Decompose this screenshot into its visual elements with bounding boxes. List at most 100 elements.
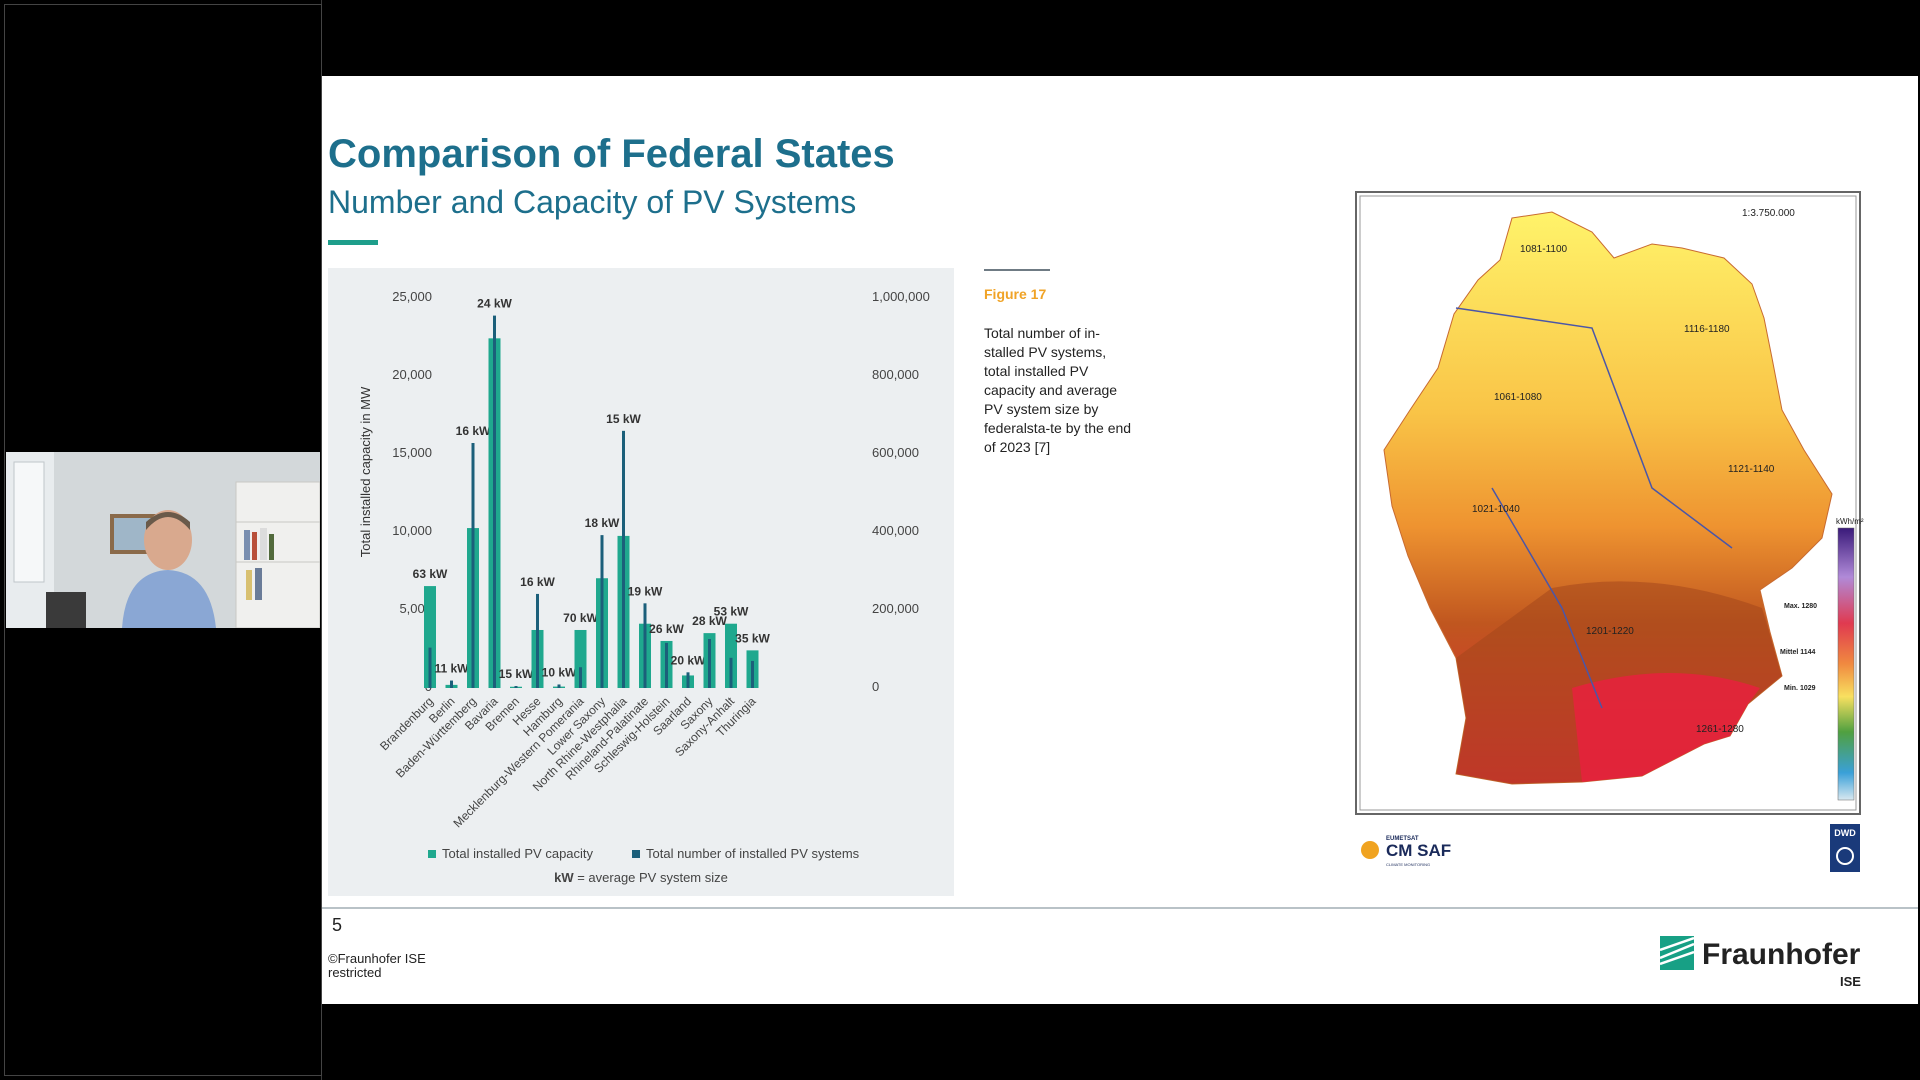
systems-bar (471, 443, 475, 688)
fraunhofer-logo-icon (1660, 936, 1694, 970)
participant-panel (0, 0, 322, 1080)
page-number: 5 (332, 915, 343, 935)
bar-data-label: 16 kW (456, 424, 491, 438)
bar-data-label: 20 kW (671, 653, 706, 667)
legend-label-systems: Total number of installed PV systems (646, 846, 860, 861)
irradiation-map: 1:3.750.000 1081-1100 1116-1180 1061-108… (1352, 188, 1882, 888)
figure-label: Figure 17 (984, 286, 1047, 302)
cmsaf-logo-text: CM SAF (1386, 841, 1451, 860)
systems-bar (643, 603, 647, 688)
slide-title: Comparison of Federal States (328, 132, 895, 176)
bar-data-label: 16 kW (520, 575, 555, 589)
y2-tick: 0 (872, 679, 879, 694)
systems-bar (686, 672, 690, 688)
systems-bar (579, 667, 582, 688)
y2-tick: 400,000 (872, 523, 919, 538)
y2-axis-ticks: 1,000,000 800,000 600,000 400,000 200,00… (872, 289, 930, 694)
chart-note-text: = average PV system size (574, 870, 728, 885)
bar-data-label: 11 kW (434, 662, 469, 676)
presentation-slide: Comparison of Federal States Number and … (322, 76, 1918, 1004)
chart-note: kW = average PV system size (554, 870, 728, 885)
bar-data-label: 26 kW (649, 622, 684, 636)
bar-data-label: 24 kW (477, 297, 512, 311)
copyright: ©Fraunhofer ISE restricted (328, 952, 426, 980)
copyright-line: ©Fraunhofer ISE (328, 951, 426, 966)
fraunhofer-logo: Fraunhofer ISE (1660, 934, 1880, 994)
legend-swatch-capacity (428, 850, 436, 858)
systems-bar (557, 684, 561, 688)
y-tick: 20,000 (392, 367, 432, 382)
y2-tick: 800,000 (872, 367, 919, 382)
y-tick: 10,000 (392, 523, 432, 538)
cmsaf-logo-icon (1361, 841, 1379, 859)
germany-irradiation-map: 1:3.750.000 1081-1100 1116-1180 1061-108… (1355, 191, 1864, 872)
pv-bar-chart: Total installed capacity in MW 25,000 20… (358, 289, 930, 885)
footer-divider (322, 907, 1918, 909)
map-region-label: 1116-1180 (1684, 324, 1730, 335)
systems-bar (428, 647, 432, 688)
bar-data-label: 28 kW (692, 614, 727, 628)
systems-bar (450, 680, 453, 688)
systems-bar (600, 535, 604, 688)
person (122, 570, 216, 628)
bar-data-label: 15 kW (606, 412, 641, 426)
map-region-label: 1201-1220 (1586, 626, 1634, 637)
chart-note-bold: kW (554, 870, 574, 885)
chart-legend: Total installed PV capacity Total number… (428, 846, 860, 861)
capacity-bar (574, 629, 587, 688)
title-underline (328, 240, 378, 245)
webcam-scene (6, 452, 320, 628)
slide-subtitle: Number and Capacity of PV Systems (328, 184, 857, 220)
chair (46, 592, 86, 628)
dwd-logo-text: DWD (1834, 828, 1856, 838)
y-tick: 5,000 (399, 601, 432, 616)
capacity-bar (424, 586, 436, 688)
figure-rule (984, 269, 1050, 271)
map-region-label: 1061-1080 (1494, 392, 1542, 403)
cmsaf-sub-label: CLIMATE MONITORING (1386, 862, 1430, 867)
fraunhofer-institute: ISE (1840, 974, 1861, 989)
capacity-bar (725, 623, 737, 688)
systems-bar (751, 660, 754, 688)
systems-bar (729, 657, 733, 688)
map-region-label: 1121-1140 (1728, 464, 1775, 475)
systems-bar (493, 315, 496, 688)
bar-data-label: 15 kW (499, 667, 534, 681)
bar-data-label: 35 kW (735, 631, 770, 645)
map-region-label: 1081-1100 (1520, 244, 1568, 255)
legend-mean: Mittel 1144 (1780, 649, 1816, 656)
map-region-label: 1261-1280 (1696, 724, 1744, 735)
bar-chart-panel: Total installed capacity in MW 25,000 20… (328, 268, 954, 896)
bar-data-label: 63 kW (413, 567, 448, 581)
bar-data-label: 19 kW (628, 584, 663, 598)
y-tick: 15,000 (392, 445, 432, 460)
bar-data-label: 70 kW (563, 611, 598, 625)
map-region-label: 1021-1040 (1472, 504, 1520, 515)
cmsaf-top-label: EUMETSAT (1386, 836, 1419, 842)
y2-tick: 200,000 (872, 601, 919, 616)
systems-bar (665, 642, 668, 688)
bar-data-label: 53 kW (714, 605, 749, 619)
legend-max: Max. 1280 (1784, 603, 1817, 610)
bar-data-label: 18 kW (585, 516, 620, 530)
systems-bar (708, 639, 711, 688)
figure-caption: Total number of in-stalled PV systems, t… (984, 325, 1132, 455)
participant-frame (4, 4, 322, 1076)
irradiation-legend-bar (1837, 527, 1855, 801)
map-scale: 1:3.750.000 (1742, 208, 1795, 219)
legend-swatch-systems (632, 850, 640, 858)
y-tick: 25,000 (392, 289, 432, 304)
classification-line: restricted (328, 965, 382, 980)
systems-bar (536, 593, 539, 688)
y-axis-ticks: 25,000 20,000 15,000 10,000 5,000 0 (392, 289, 432, 694)
systems-bar (622, 430, 625, 688)
legend-label-capacity: Total installed PV capacity (442, 846, 594, 861)
fraunhofer-wordmark: Fraunhofer (1702, 938, 1861, 971)
legend-unit: kWh/m² (1836, 517, 1864, 526)
bar-data-label: 10 kW (542, 665, 577, 679)
y2-tick: 1,000,000 (872, 289, 930, 304)
webcam-video[interactable] (6, 452, 320, 628)
systems-bar (514, 686, 518, 688)
y-axis-title: Total installed capacity in MW (358, 386, 373, 557)
